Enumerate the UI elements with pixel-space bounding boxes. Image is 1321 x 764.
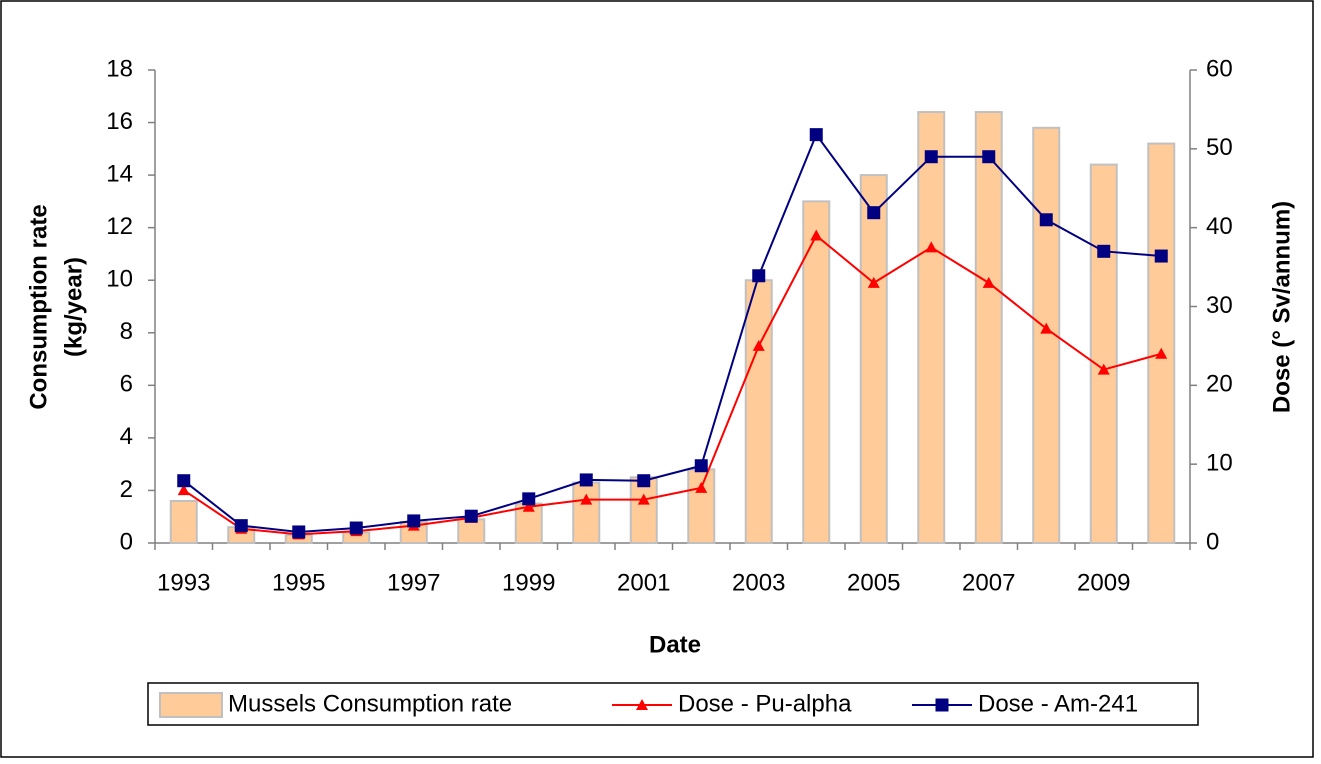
y2-tick-label: 50 xyxy=(1206,134,1233,161)
legend-label: Dose - Pu-alpha xyxy=(678,690,852,717)
point xyxy=(935,698,949,712)
x-tick-label: 2003 xyxy=(732,569,785,596)
point xyxy=(1154,249,1168,263)
legend-swatch xyxy=(159,692,223,718)
y2-tick-label: 10 xyxy=(1206,450,1233,477)
bar xyxy=(169,499,198,545)
y-tick-label: 10 xyxy=(106,266,133,293)
point xyxy=(637,474,651,488)
point xyxy=(522,492,536,506)
x-tick-label: 1999 xyxy=(502,569,555,596)
y-axis-label: (kg/year) xyxy=(60,257,87,357)
y2-tick-label: 30 xyxy=(1206,292,1233,319)
point xyxy=(1155,347,1168,359)
bar xyxy=(457,518,486,544)
point xyxy=(694,459,708,473)
y-tick-label: 4 xyxy=(120,423,133,450)
line xyxy=(183,132,1162,533)
bar xyxy=(974,111,1003,545)
y-tick-label: 0 xyxy=(120,528,133,555)
y-tick-label: 6 xyxy=(120,371,133,398)
line xyxy=(183,233,1162,536)
point xyxy=(695,481,708,493)
x-axis-label: Date xyxy=(649,631,701,658)
bar xyxy=(859,174,888,544)
point xyxy=(1039,213,1053,227)
bar xyxy=(687,468,716,544)
point xyxy=(234,519,248,533)
bar xyxy=(1147,142,1176,544)
point xyxy=(580,493,593,505)
point xyxy=(522,500,535,512)
point xyxy=(982,150,996,164)
x-tick-label: 2001 xyxy=(617,569,670,596)
y-axis-label: Consumption rate xyxy=(25,204,52,409)
x-tick-label: 1993 xyxy=(157,569,210,596)
y-tick-label: 16 xyxy=(106,108,133,135)
point xyxy=(752,339,765,351)
x-tick-label: 1995 xyxy=(272,569,325,596)
y2-tick-label: 40 xyxy=(1206,213,1233,240)
x-tick-label: 2005 xyxy=(847,569,900,596)
point xyxy=(867,206,881,220)
bar xyxy=(629,476,658,544)
y2-tick-label: 20 xyxy=(1206,371,1233,398)
point xyxy=(292,525,306,539)
point xyxy=(349,521,363,535)
point xyxy=(752,269,766,283)
legend-label: Mussels Consumption rate xyxy=(228,690,512,717)
point xyxy=(809,128,823,142)
legend-label: Dose - Am-241 xyxy=(978,690,1138,717)
point xyxy=(637,493,650,505)
point xyxy=(1097,363,1110,375)
y-tick-label: 18 xyxy=(106,55,133,82)
point xyxy=(407,514,421,528)
legend-box xyxy=(147,682,1199,726)
y2-axis-label: Dose (° Sv/annum) xyxy=(1268,201,1295,413)
y-tick-label: 8 xyxy=(120,318,133,345)
y2-tick-label: 0 xyxy=(1206,528,1219,555)
x-tick-label: 2007 xyxy=(962,569,1015,596)
point xyxy=(579,473,593,487)
y-tick-label: 12 xyxy=(106,213,133,240)
y-tick-label: 14 xyxy=(106,160,133,187)
bar xyxy=(802,200,831,544)
point xyxy=(177,484,190,496)
x-tick-label: 2009 xyxy=(1077,569,1130,596)
point xyxy=(1040,322,1053,334)
bar xyxy=(572,481,601,544)
point xyxy=(1097,244,1111,258)
point xyxy=(810,229,823,241)
bar xyxy=(744,279,773,544)
point xyxy=(924,150,938,164)
bar xyxy=(1089,163,1118,544)
point xyxy=(177,474,191,488)
point xyxy=(867,276,880,288)
x-tick-label: 1997 xyxy=(387,569,440,596)
bar xyxy=(917,111,946,545)
point xyxy=(982,276,995,288)
y-tick-label: 2 xyxy=(120,476,133,503)
point xyxy=(636,699,648,710)
point xyxy=(464,509,478,523)
y2-tick-label: 60 xyxy=(1206,55,1233,82)
point xyxy=(925,241,938,253)
